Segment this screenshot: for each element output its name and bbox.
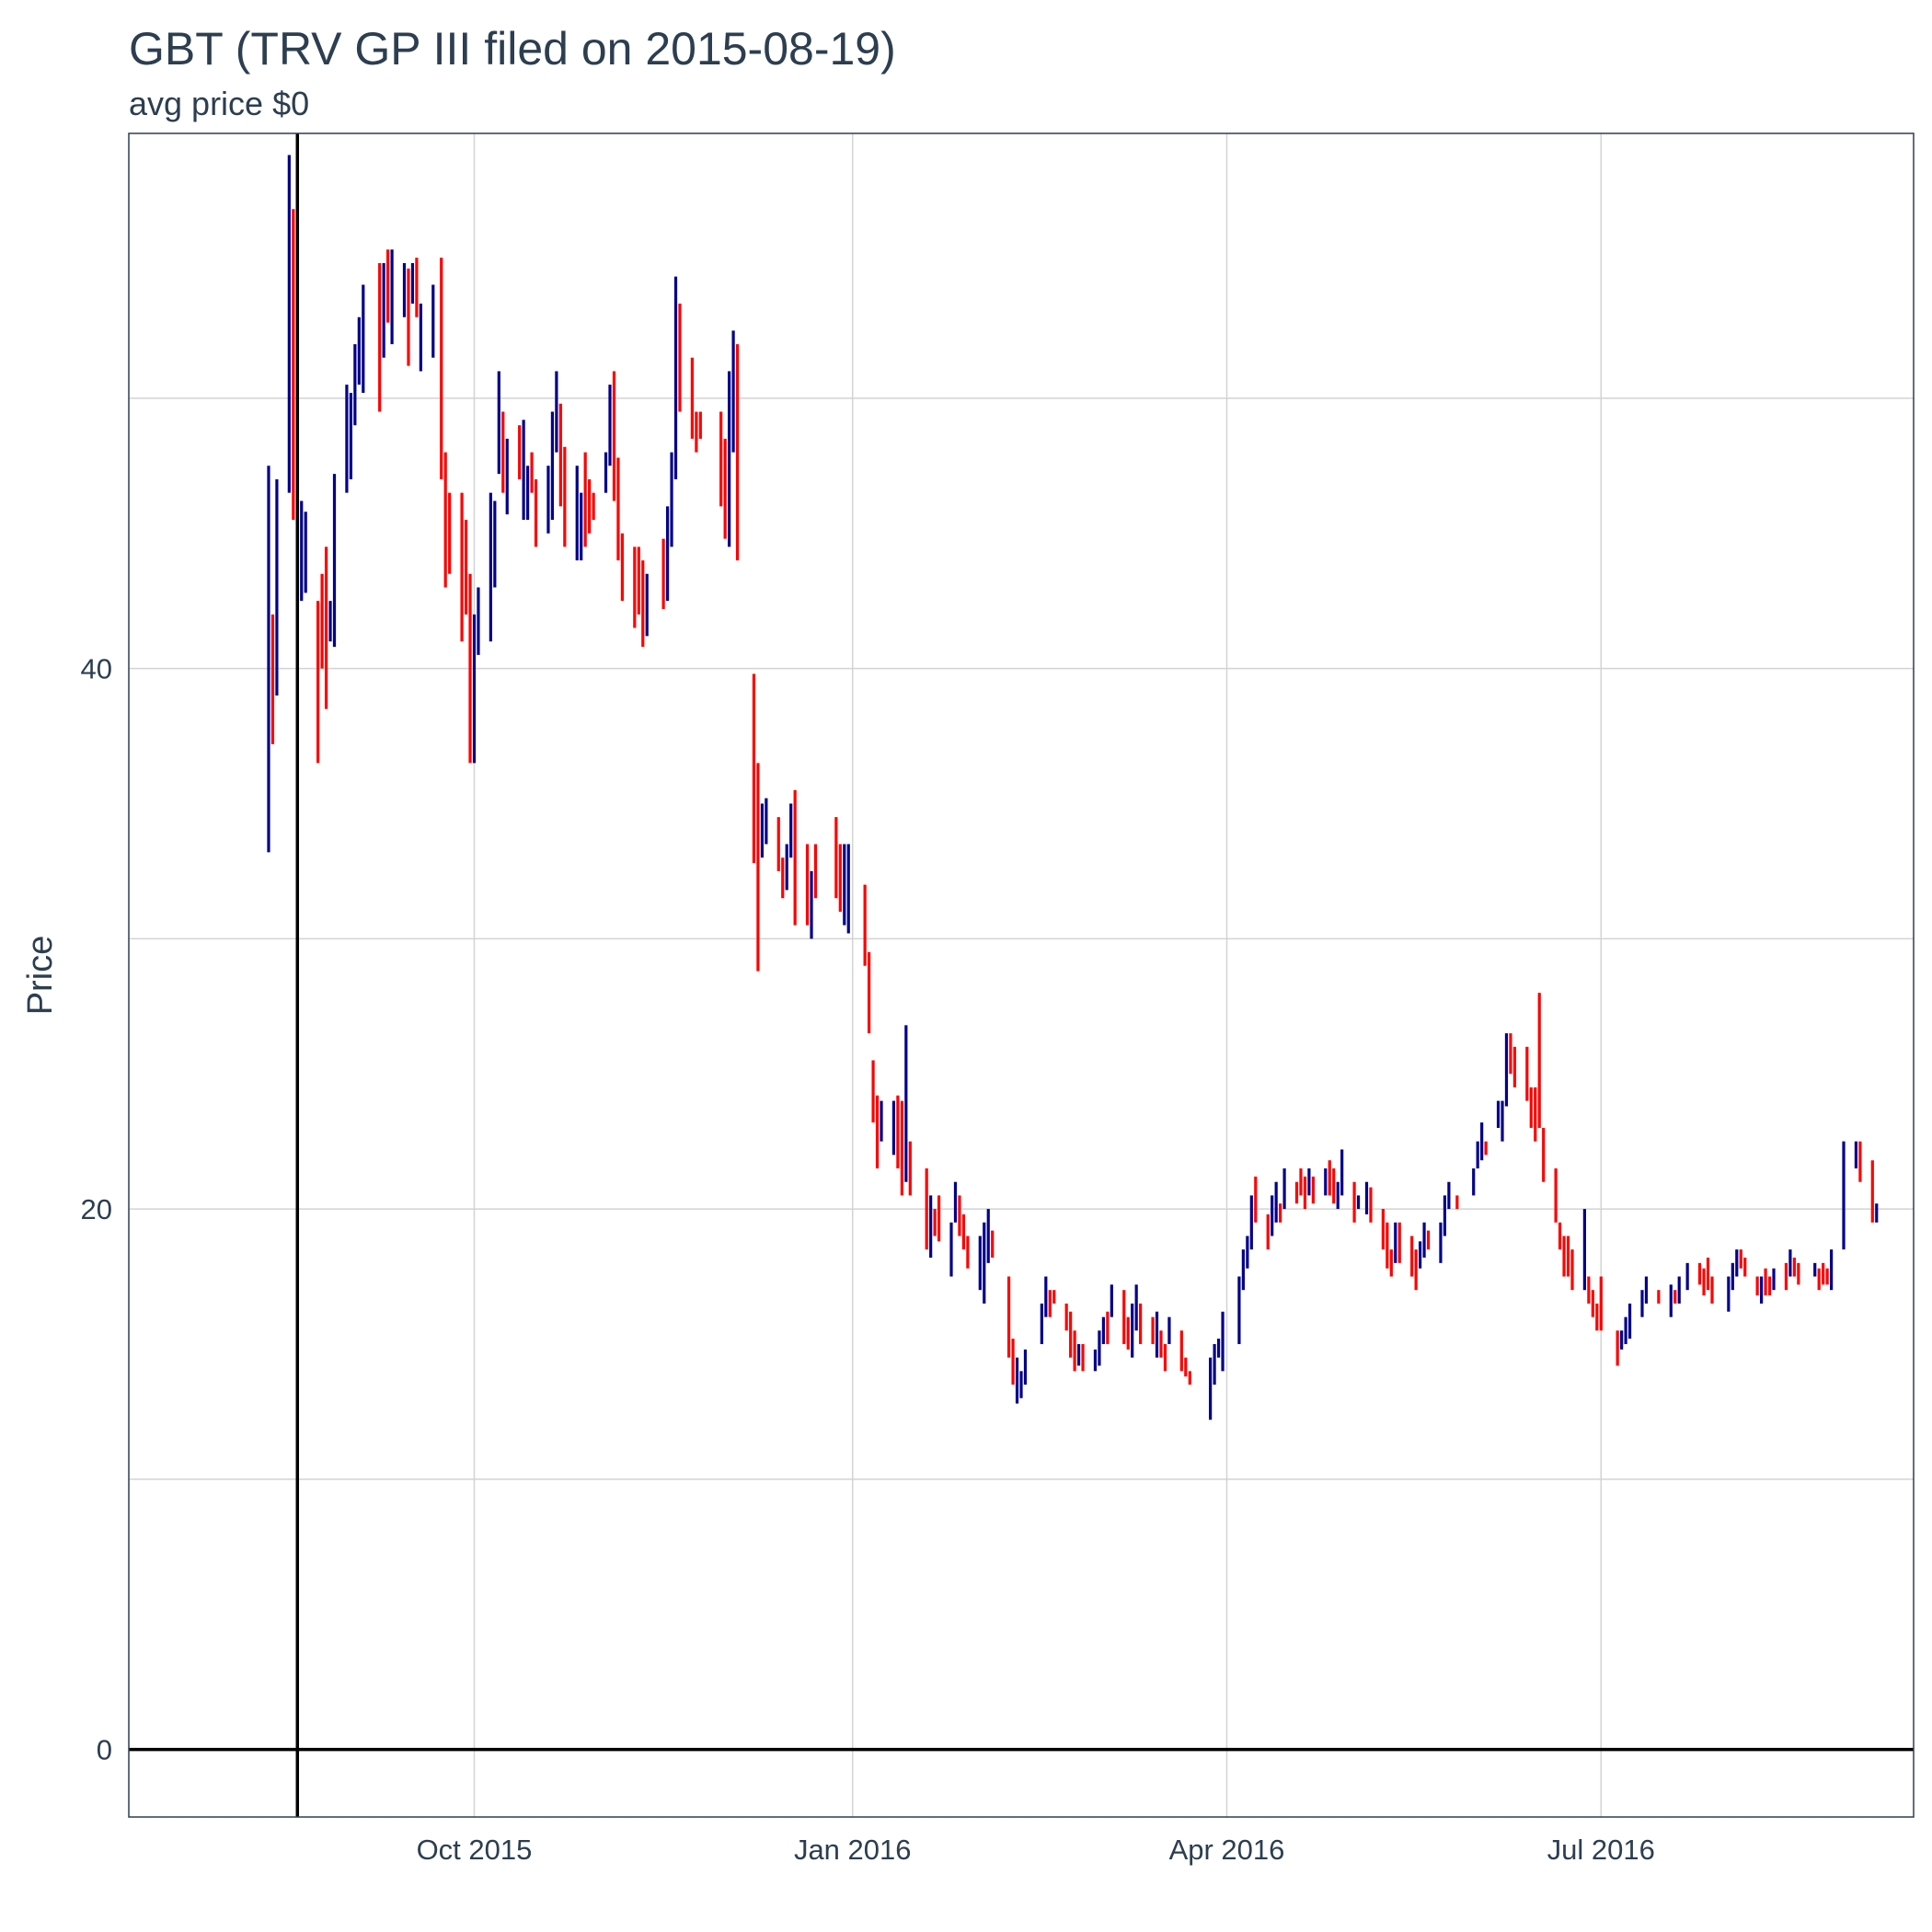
y-tick-label: 40 — [81, 653, 112, 685]
x-tick-label: Jul 2016 — [1547, 1834, 1655, 1866]
panel-border — [128, 132, 1915, 1818]
chart-title: GBT (TRV GP III filed on 2015-08-19) — [129, 23, 896, 75]
x-tick-label: Apr 2016 — [1169, 1834, 1285, 1866]
chart-subtitle: avg price $0 — [129, 85, 309, 122]
x-axis-ticks: Oct 2015 Jan 2016 Apr 2016 Jul 2016 — [417, 1834, 1655, 1866]
y-axis-ticks: 0 20 40 — [81, 653, 112, 1766]
grid-lines — [129, 133, 1914, 1817]
reference-lines — [129, 133, 1914, 1817]
x-tick-label: Jan 2016 — [794, 1834, 912, 1866]
y-tick-label: 20 — [81, 1193, 112, 1225]
x-tick-label: Oct 2015 — [417, 1834, 533, 1866]
price-bars — [267, 155, 1879, 1420]
y-tick-label: 0 — [97, 1734, 112, 1766]
y-axis-label: Price — [21, 936, 60, 1016]
